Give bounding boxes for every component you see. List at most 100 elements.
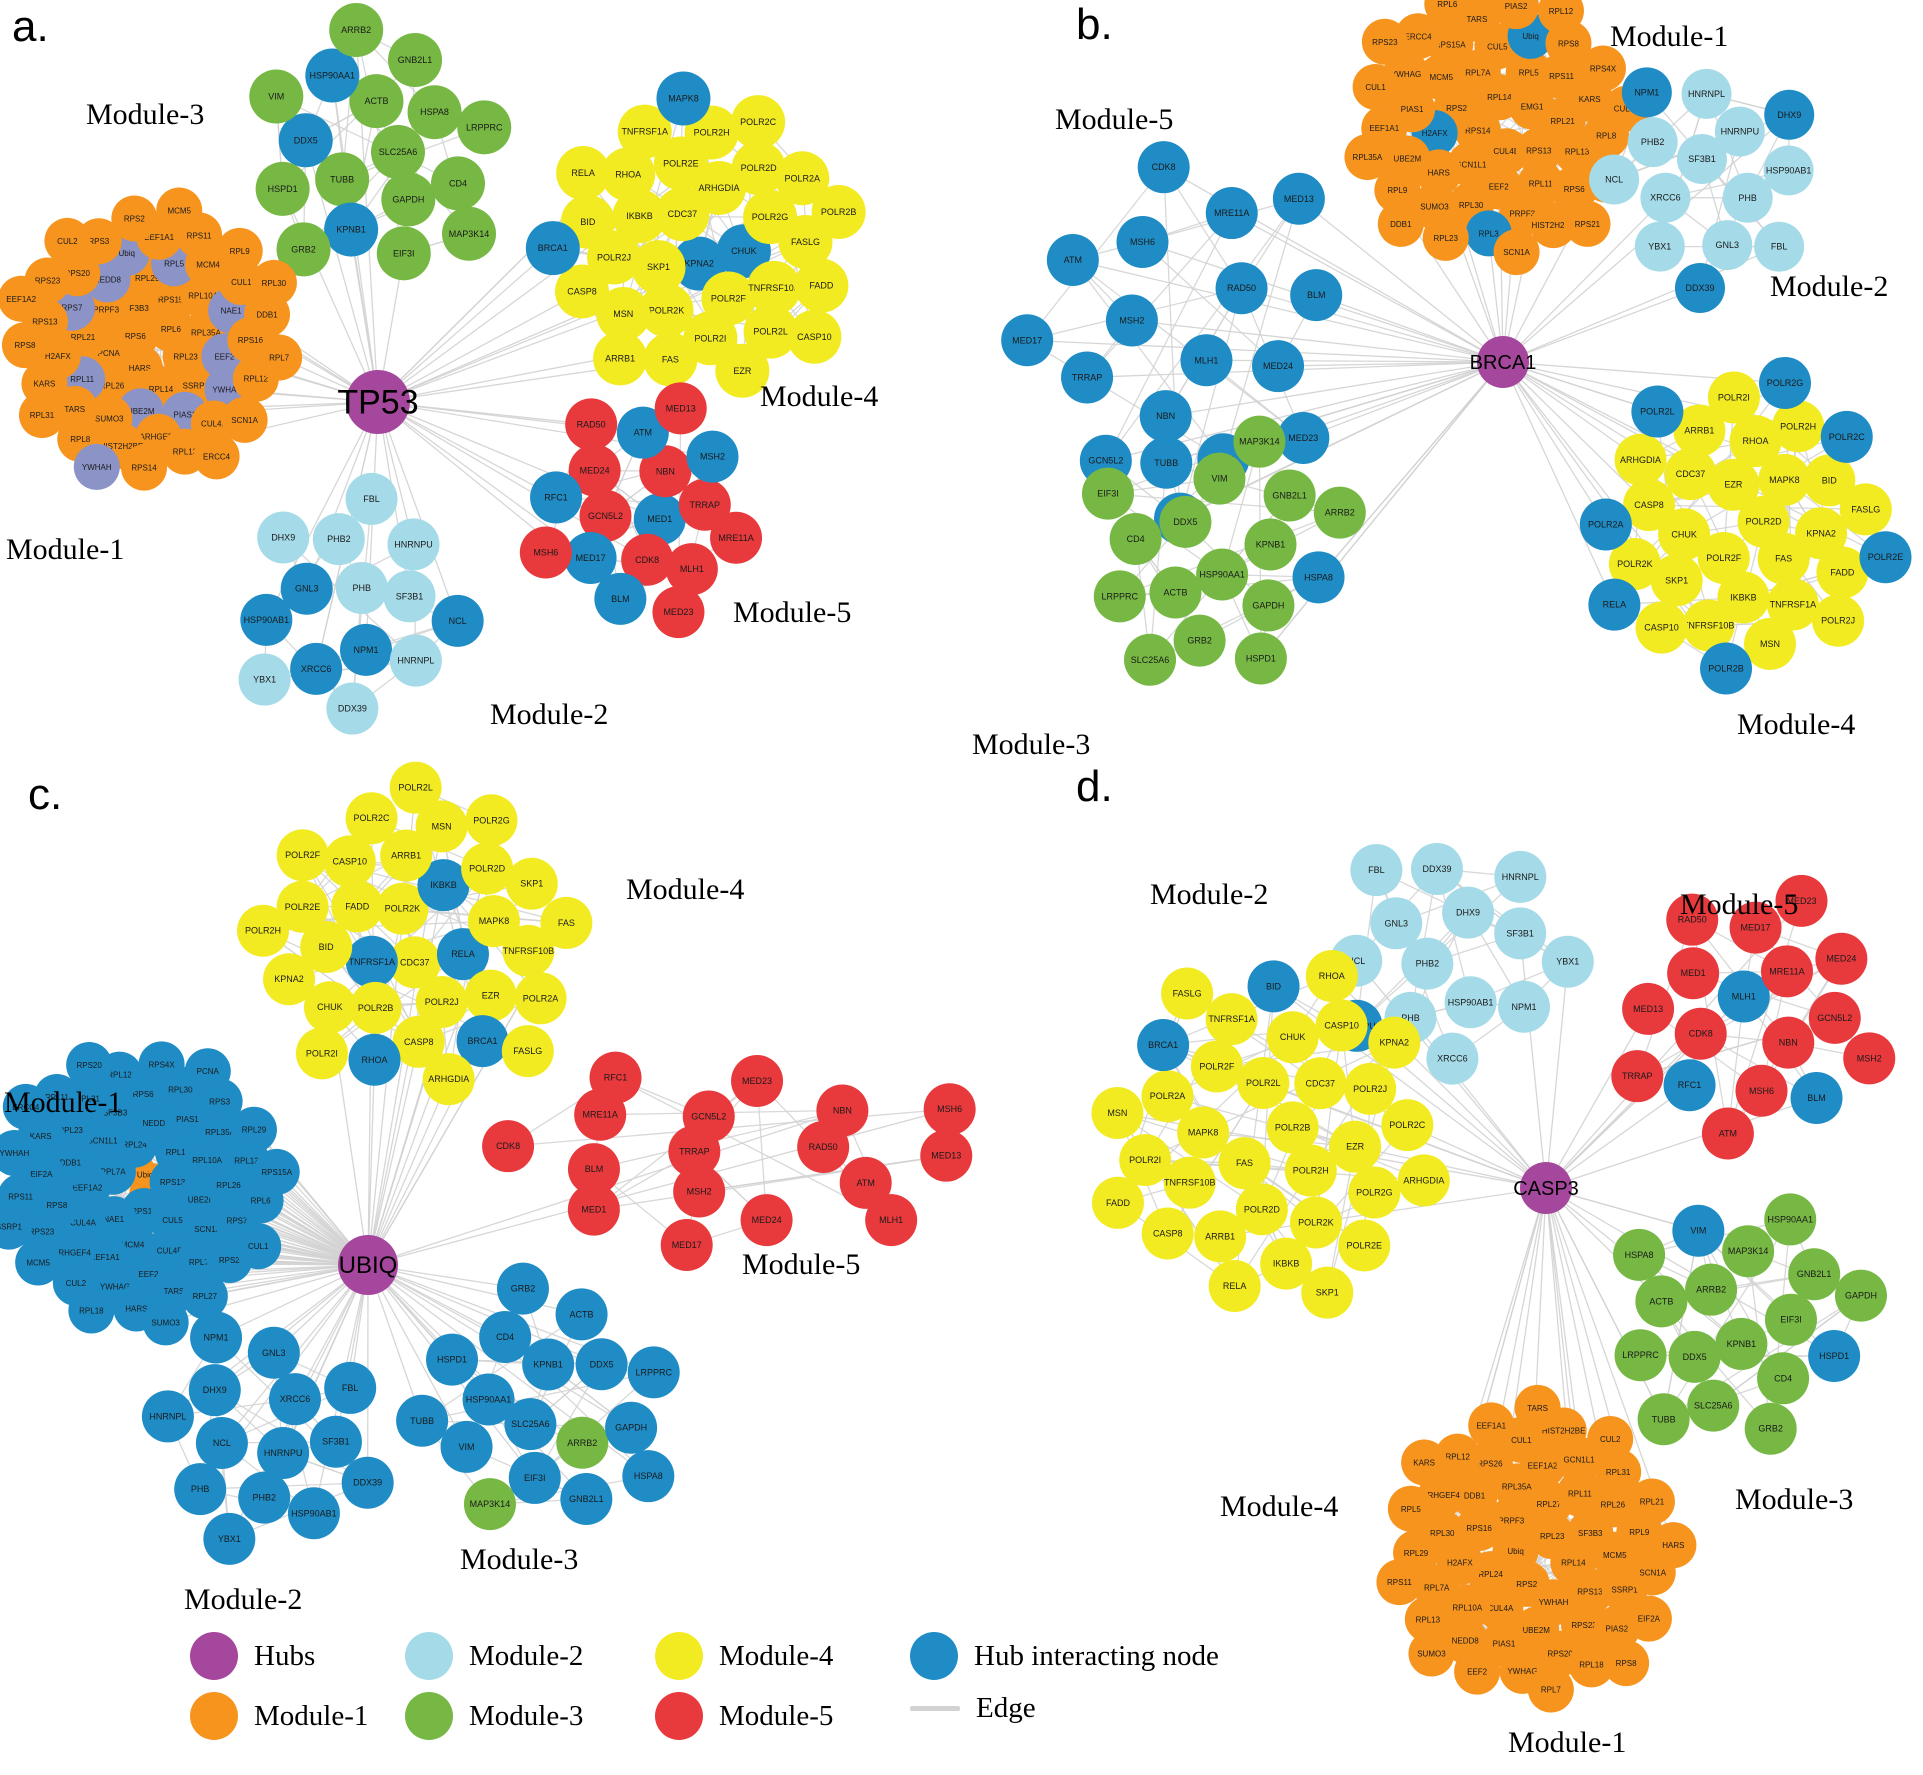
node-FBL bbox=[324, 1361, 377, 1414]
node-label: RHOA bbox=[1319, 971, 1345, 981]
node-MED23 bbox=[1277, 411, 1330, 464]
node-HSPD1 bbox=[426, 1333, 479, 1386]
node-ACTB bbox=[1149, 566, 1202, 619]
edge bbox=[1697, 1230, 1784, 1379]
edge bbox=[1179, 288, 1243, 519]
node-label: PHB bbox=[191, 1484, 210, 1494]
node-IKBKB bbox=[417, 859, 470, 912]
node-label: MSH2 bbox=[700, 452, 725, 462]
node-ACTB bbox=[349, 74, 404, 129]
node-GCN5L2 bbox=[579, 489, 632, 542]
hub-edge bbox=[1502, 197, 1666, 363]
node-POLR2G bbox=[1759, 356, 1812, 409]
node-label: RPS15A bbox=[1435, 41, 1466, 50]
node-label: POLR2I bbox=[306, 1048, 338, 1058]
hub-edge bbox=[1303, 361, 1504, 439]
node-label: RPS8 bbox=[1616, 1659, 1637, 1668]
node-label: FBL bbox=[1771, 242, 1788, 252]
edge bbox=[1086, 212, 1233, 378]
node-label: ARHGEF4 bbox=[140, 433, 178, 442]
node-GAPDH bbox=[605, 1401, 658, 1454]
node-IKBKB bbox=[1717, 571, 1770, 624]
node-RPL23 bbox=[1422, 214, 1469, 261]
node-label: RPL35A bbox=[205, 1128, 235, 1137]
node-GCN5L2 bbox=[682, 1090, 735, 1143]
hub-edge bbox=[1241, 287, 1504, 363]
node-label: RPL12 bbox=[244, 375, 269, 384]
hub-edge bbox=[1502, 361, 1607, 525]
hub-edge bbox=[1545, 961, 1569, 1189]
node-label: CDC37 bbox=[1306, 1078, 1336, 1088]
node-RPL12 bbox=[1537, 0, 1584, 34]
node-label: GNB2L1 bbox=[1797, 1269, 1832, 1279]
hub-edge bbox=[1131, 319, 1504, 363]
node-label: POLR2G bbox=[1356, 1187, 1393, 1197]
node-label: FADD bbox=[1830, 567, 1855, 577]
node-label: CDC37 bbox=[668, 209, 698, 219]
node-label: RPL8 bbox=[70, 435, 91, 444]
node-RPS4X bbox=[138, 1041, 185, 1088]
node-CUL1 bbox=[235, 1223, 282, 1270]
node-DDB1 bbox=[1377, 200, 1424, 247]
node-label: SLC25A6 bbox=[379, 147, 418, 157]
node-MSN bbox=[596, 287, 651, 342]
node-label: HSP90AB1 bbox=[244, 615, 290, 625]
node-label: MED13 bbox=[1284, 194, 1314, 204]
node-HSPA8 bbox=[622, 1450, 675, 1503]
node-BID bbox=[1803, 454, 1856, 507]
node-label: POLR2F bbox=[711, 293, 747, 303]
node-label: RFC1 bbox=[1678, 1080, 1702, 1090]
node-label: POLR2L bbox=[753, 327, 788, 337]
node-label: RPS13 bbox=[160, 1178, 186, 1187]
node-label: TNFRSF1A bbox=[1770, 600, 1817, 610]
node-label: ATM bbox=[857, 1178, 875, 1188]
node-TUBB bbox=[315, 152, 370, 207]
node-GAPDH bbox=[1834, 1269, 1887, 1322]
node-RPL13 bbox=[1404, 1596, 1451, 1643]
node-label: EMG1 bbox=[1521, 103, 1544, 112]
node-EZR bbox=[1329, 1120, 1382, 1173]
node-label: RPL10A bbox=[188, 291, 218, 300]
node-RPL29 bbox=[230, 1106, 277, 1153]
node-label: ATM bbox=[1064, 255, 1082, 265]
node-label: HNRNPL bbox=[1502, 872, 1539, 882]
node-EEF2 bbox=[1454, 1648, 1501, 1695]
node-label: HSPD1 bbox=[268, 184, 298, 194]
node-label: RPS15A bbox=[261, 1168, 292, 1177]
node-TNFRSF10B bbox=[502, 924, 555, 977]
node-XRCC6 bbox=[1426, 1032, 1479, 1085]
node-label: BLM bbox=[1307, 290, 1326, 300]
node-POLR2B bbox=[811, 185, 866, 240]
node-RPL5 bbox=[1387, 1485, 1434, 1532]
node-label: RPL35A bbox=[1502, 1482, 1532, 1491]
node-label: CASP8 bbox=[1153, 1228, 1183, 1238]
node-label: DDB1 bbox=[1464, 1492, 1486, 1501]
node-label: GAPDH bbox=[1252, 600, 1284, 610]
label-b-module-4: Module-4 bbox=[1737, 708, 1856, 741]
node-label: IKBKB bbox=[1730, 593, 1757, 603]
node-label: CASP8 bbox=[1634, 500, 1664, 510]
node-label: MED23 bbox=[663, 607, 693, 617]
node-label: HNRNPL bbox=[397, 656, 434, 666]
node-label: GRB2 bbox=[1758, 1424, 1783, 1434]
node-label: ACTB bbox=[364, 96, 388, 106]
node-label: RPL12 bbox=[1549, 7, 1574, 16]
node-label: MED17 bbox=[576, 553, 606, 563]
node-LRPPRC bbox=[1614, 1329, 1667, 1382]
node-PHB2 bbox=[238, 1471, 291, 1524]
node-RPL30 bbox=[250, 259, 297, 306]
node-label: POLR2C bbox=[1389, 1120, 1426, 1130]
node-label: SCN1A bbox=[231, 416, 258, 425]
node-label: BID bbox=[1822, 475, 1838, 485]
node-TNFRSF1A bbox=[1766, 578, 1819, 631]
edge bbox=[1662, 1230, 1699, 1420]
node-label: NPM1 bbox=[1634, 87, 1659, 97]
node-label: FASLG bbox=[791, 237, 820, 247]
node-label: EIF3I bbox=[1097, 489, 1119, 499]
node-SLC25A6 bbox=[1124, 633, 1177, 686]
node-label: RPS11 bbox=[187, 231, 212, 240]
node-label: RPL24 bbox=[1478, 1570, 1503, 1579]
node-label: SLC25A6 bbox=[1694, 1401, 1733, 1411]
node-ARRB2 bbox=[1313, 486, 1366, 539]
node-GNL3 bbox=[1370, 897, 1423, 950]
